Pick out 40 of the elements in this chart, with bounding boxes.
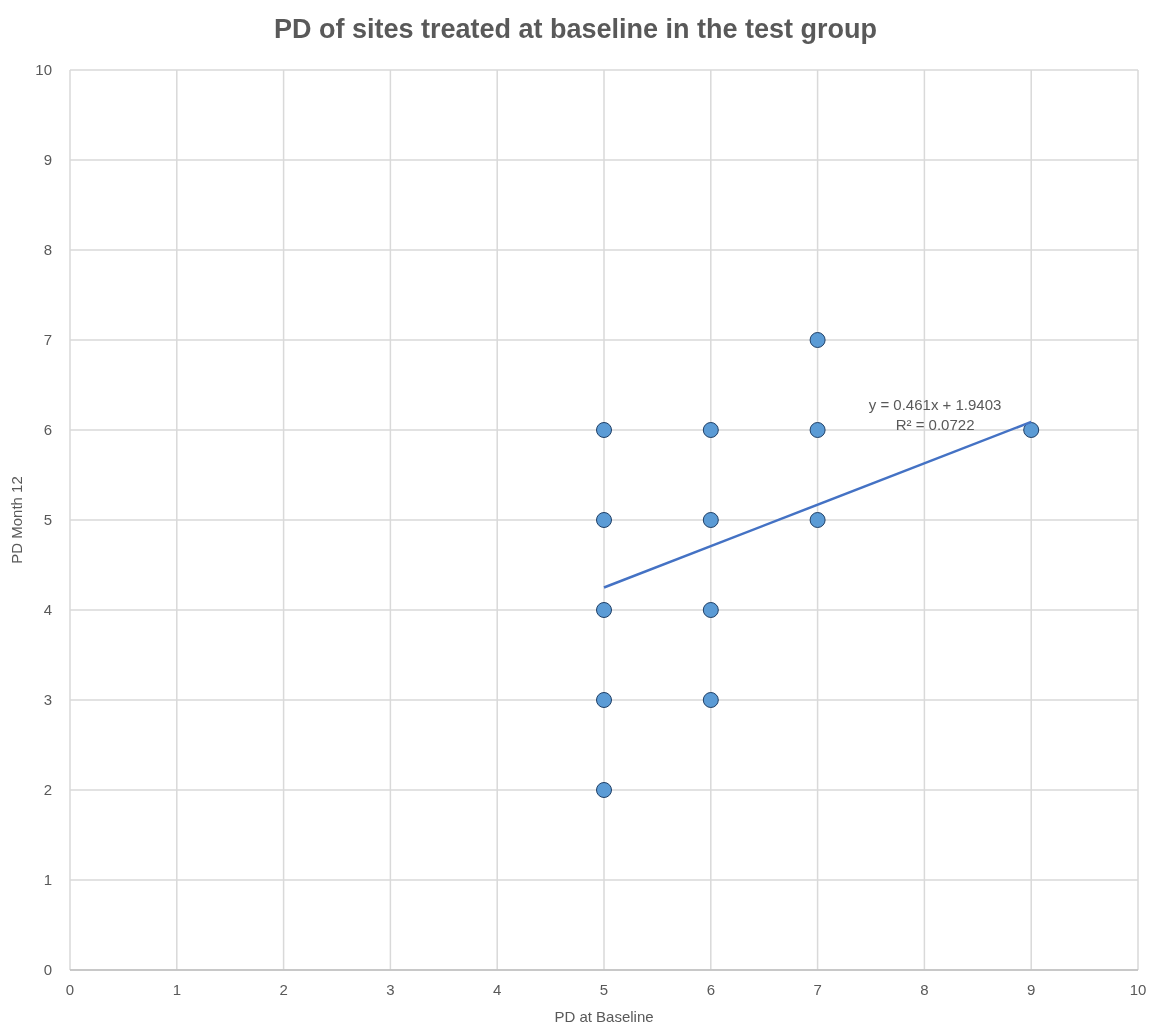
x-tick-label: 0 [65, 981, 75, 998]
x-tick-label: 2 [279, 981, 288, 998]
y-axis-title: PD Month 12 [8, 476, 25, 564]
point [1023, 422, 1040, 438]
point [809, 512, 826, 528]
y-tick-label: 0 [43, 961, 52, 978]
y-tick-label: 8 [43, 241, 52, 258]
point [702, 602, 719, 618]
point [702, 512, 719, 528]
y-tick-label: 2 [43, 781, 52, 798]
x-tick-label: 8 [920, 981, 929, 998]
x-axis-title: PD at Baseline [554, 1008, 654, 1025]
y-tick-label: 7 [43, 331, 52, 348]
point [809, 422, 826, 438]
x-tick-label: 6 [706, 981, 715, 998]
annotation: R² = 0.0722 [895, 416, 975, 434]
y-tick-label: 4 [43, 601, 52, 618]
y-tick-label: 9 [43, 151, 52, 168]
y-tick-label: 3 [43, 691, 52, 708]
x-tick-label: 7 [813, 981, 822, 998]
point [702, 422, 719, 438]
y-tick-label: 6 [43, 421, 52, 438]
x-tick-label: 3 [386, 981, 395, 998]
point [702, 692, 719, 708]
x-tick-label: 5 [599, 981, 609, 998]
x-tick-label: 9 [1027, 981, 1036, 998]
point [596, 692, 612, 708]
point [596, 602, 612, 618]
x-tick-label: 1 [172, 981, 181, 998]
annotation: y = 0.461x + 1.9403 [868, 396, 1002, 414]
x-tick-label: 10 [1129, 981, 1147, 998]
point [596, 422, 612, 438]
chart-title: PD of sites treated at baseline in the test group [273, 14, 878, 44]
x-tick-label: 4 [493, 981, 502, 998]
point [596, 512, 612, 528]
point [809, 332, 826, 348]
y-tick-label: 10 [35, 61, 52, 78]
point [596, 782, 612, 798]
y-tick-label: 5 [43, 511, 52, 528]
y-tick-label: 1 [43, 871, 52, 888]
